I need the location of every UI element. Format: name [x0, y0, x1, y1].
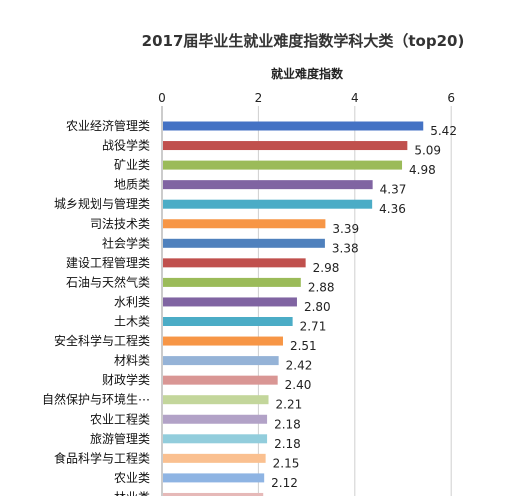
category-label: 水利类 — [114, 295, 150, 309]
data-label: 3.39 — [332, 222, 359, 236]
category-label: 旅游管理类 — [90, 431, 150, 446]
bar — [163, 473, 265, 483]
data-label: 2.15 — [273, 456, 300, 470]
x-axis-ticks: 0 2 4 6 — [158, 91, 455, 105]
category-label: 食品科学与工程类 — [54, 450, 150, 465]
category-label: 农业经济管理类 — [66, 118, 150, 133]
data-label: 5.42 — [430, 124, 457, 138]
bar — [163, 180, 373, 190]
bar — [163, 395, 269, 405]
category-label: 矿业类 — [114, 158, 150, 172]
bar — [163, 492, 264, 496]
category-label: 土木类 — [114, 315, 150, 329]
bar — [163, 356, 279, 366]
bar — [163, 453, 266, 463]
category-label: 建设工程管理类 — [66, 255, 150, 270]
data-label: 4.37 — [380, 183, 407, 197]
bar — [163, 277, 301, 287]
category-label: 安全科学与工程类 — [54, 333, 150, 348]
x-tick-label: 6 — [447, 91, 455, 105]
data-label: 2.98 — [313, 261, 340, 275]
bar — [163, 199, 373, 209]
bar — [163, 121, 424, 131]
bar — [163, 414, 268, 424]
bar — [163, 258, 306, 268]
axis-title: 就业难度指数 — [271, 66, 344, 81]
data-label: 4.36 — [379, 202, 406, 216]
bar — [163, 238, 325, 248]
bar — [163, 297, 297, 307]
bar — [163, 375, 278, 385]
category-labels: 农业经济管理类战役学类矿业类地质类城乡规划与管理类司法技术类社会学类建设工程管理… — [42, 118, 150, 496]
data-labels: 5.42 5.09 4.984.37 4.36 3.39 3.38 2.98 2.88 2.80… — [270, 124, 457, 496]
bar — [163, 317, 293, 326]
category-label: 农业类 — [114, 471, 150, 485]
data-label: 2.12 — [271, 476, 298, 490]
x-tick-label: 4 — [351, 91, 359, 105]
category-label: 地质类 — [114, 178, 150, 192]
data-label: 2.21 — [276, 398, 303, 412]
data-label: 2.51 — [290, 339, 317, 353]
x-tick-label: 0 — [158, 91, 166, 105]
data-label: 2.40 — [285, 378, 312, 392]
bar — [163, 141, 408, 151]
bar — [163, 336, 283, 346]
data-label: 5.09 — [414, 144, 441, 158]
category-label: 司法技术类 — [90, 217, 150, 231]
data-label: 3.38 — [332, 241, 359, 255]
data-label: 2.71 — [300, 320, 327, 334]
category-label: 材料类 — [114, 354, 150, 368]
bar — [163, 434, 268, 444]
category-label: 财政学类 — [102, 372, 150, 387]
data-label: 2.18 — [274, 437, 301, 451]
category-label: 农业工程类 — [90, 411, 150, 426]
x-tick-label: 2 — [255, 91, 263, 105]
bar — [163, 160, 403, 170]
bar — [163, 219, 326, 229]
category-label: 社会学类 — [102, 235, 150, 250]
category-label: 战役学类 — [102, 138, 150, 153]
data-label: 2.18 — [274, 417, 301, 431]
grid — [161, 106, 452, 496]
data-label: 2.42 — [286, 359, 313, 373]
data-label: 4.98 — [409, 163, 436, 177]
bars — [163, 121, 424, 496]
data-label: 2.80 — [304, 300, 331, 314]
category-label: 自然保护与环境生⋯ — [42, 392, 150, 407]
category-label: 城乡规划与管理类 — [54, 196, 150, 211]
data-label: 2.88 — [308, 280, 335, 294]
chart-title: 2017届毕业生就业难度指数学科大类（top20) — [142, 32, 465, 50]
category-label: 石油与天然气类 — [66, 274, 150, 289]
category-label: 林业类 — [114, 490, 150, 496]
